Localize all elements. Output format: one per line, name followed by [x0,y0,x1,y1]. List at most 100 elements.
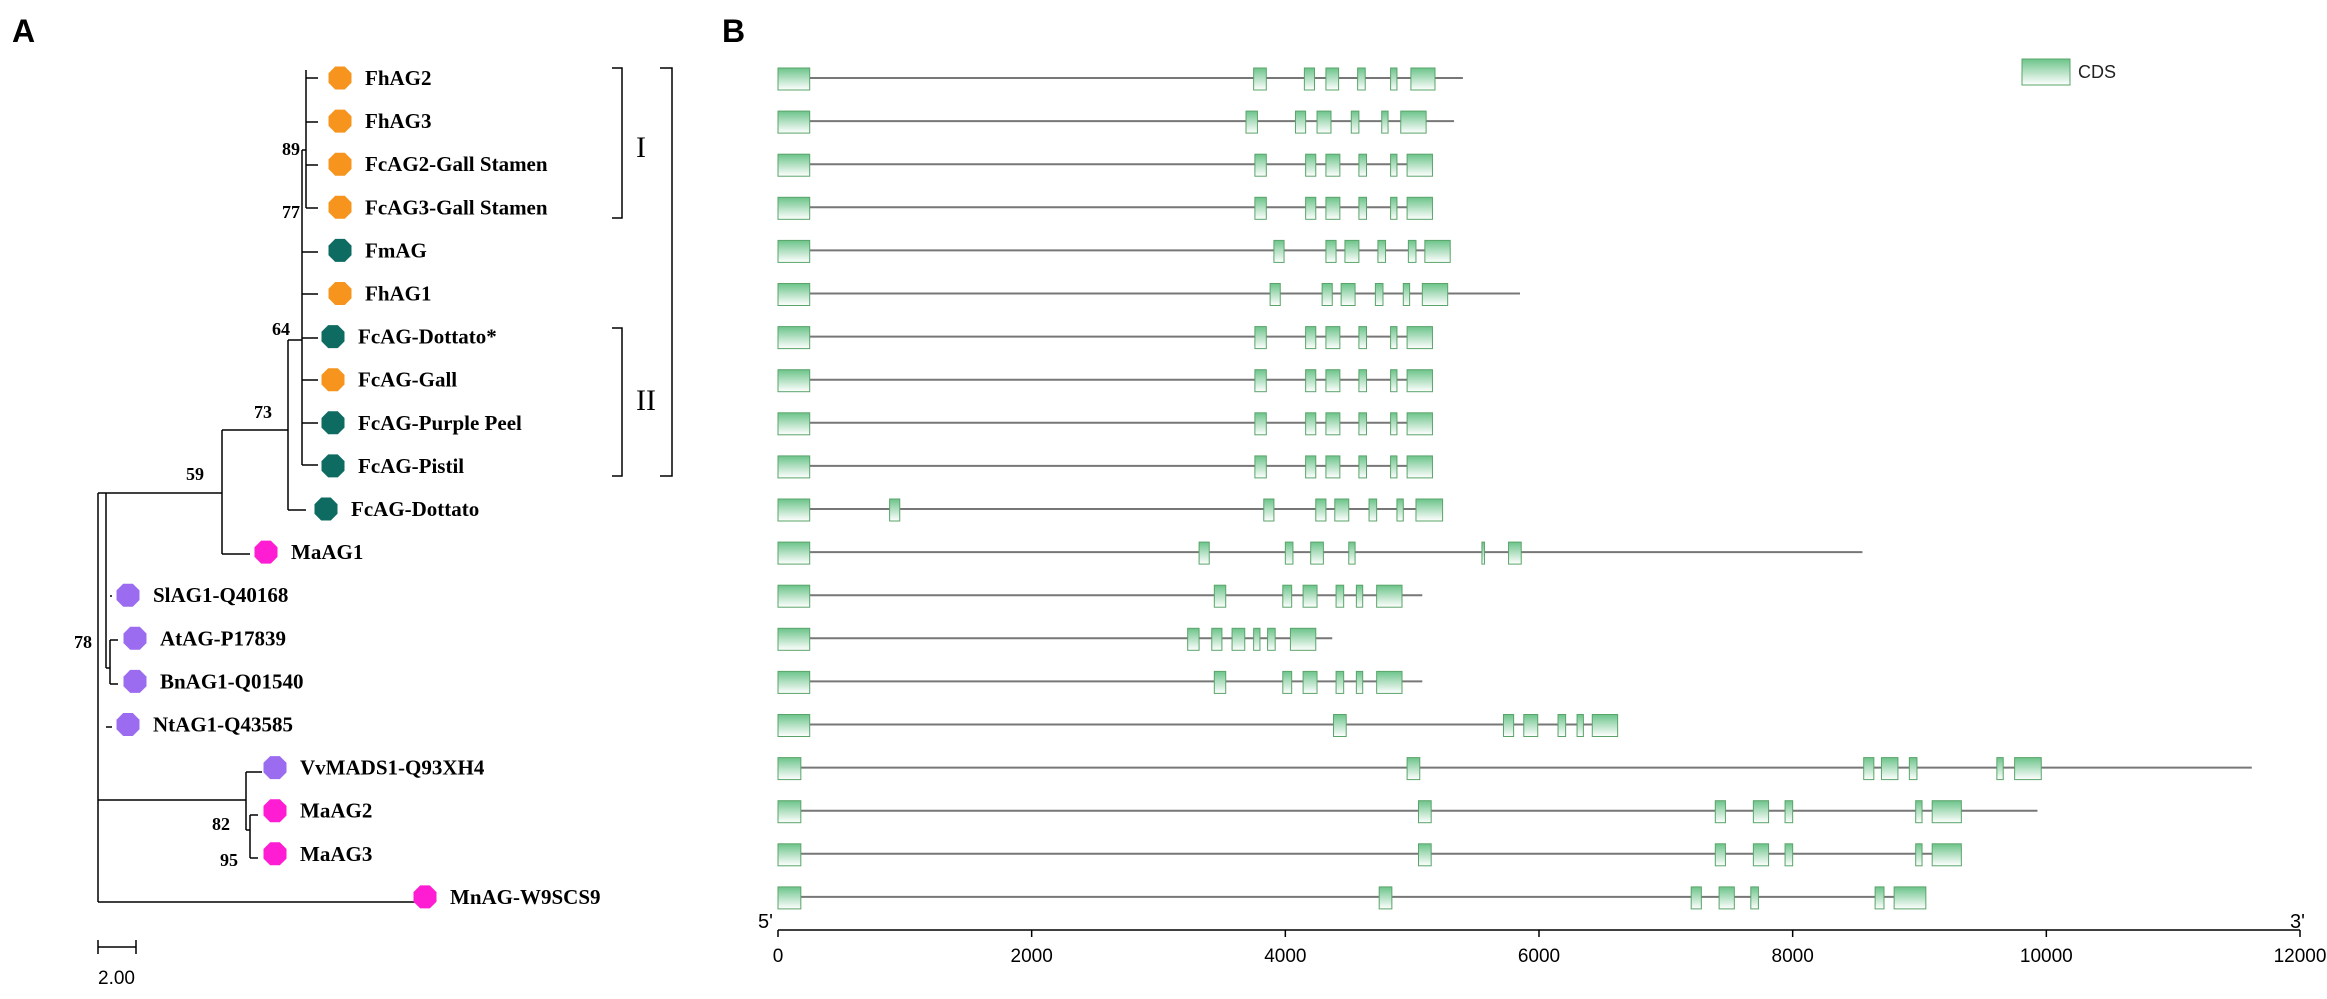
cds-block [777,196,811,220]
cds-block [1481,541,1485,565]
cds-block [1358,369,1368,393]
taxon-label: FcAG-Dottato [351,497,479,521]
cds-block [1198,541,1210,565]
taxon-label: FcAG3-Gall Stamen [365,195,548,219]
cds-block [1406,326,1433,350]
cds-block [1254,196,1267,220]
cds-block [777,412,811,436]
cds-block [1335,670,1345,694]
cds-block [777,498,811,522]
cds-block [1305,455,1317,479]
cds-block [1406,757,1421,781]
outer-bracket [660,67,673,477]
taxon-label: FcAG2-Gall Stamen [365,152,548,176]
cds-block [777,670,811,694]
taxon-marker [328,238,352,262]
axis-tick-label: 12000 [2274,946,2327,967]
taxon-label: FcAG-Gall [358,368,457,392]
cds-block [1213,670,1227,694]
cds-block [1305,326,1317,350]
cds-block [1245,110,1258,134]
gene-row [777,110,1455,134]
cds-block [777,627,811,651]
cds-block [1340,283,1356,306]
gene-row [777,714,1619,737]
cds-block [1508,541,1522,565]
cds-block [1294,110,1307,134]
cds-block [1254,326,1267,350]
cds-block [1557,714,1567,737]
taxon-label: MaAG3 [300,842,372,866]
taxa-list: FhAG2 FhAG3 FcAG2-Gall Stamen FcAG3-Gall St… [116,66,601,909]
panel-b-letter: B [722,13,745,49]
cds-block [1254,412,1267,436]
gene-row [777,455,1433,479]
cds-block [1358,326,1368,350]
tree-branches [97,70,418,903]
cds-block [1350,110,1360,134]
taxon-label: MaAG2 [300,799,372,823]
taxon-marker [123,626,147,650]
taxon-label: VvMADS1-Q93XH4 [300,756,485,780]
taxon-marker [328,109,352,133]
axis-tick-label: 8000 [1772,946,1814,967]
taxon-marker [263,842,287,866]
taxon-label: NtAG1-Q43585 [153,713,293,737]
cds-block [1263,498,1275,522]
cds-block [1752,843,1770,867]
taxon-marker [116,713,140,736]
gene-row [777,584,1423,608]
cds-block [777,800,802,824]
phylogenetic-tree-panel: A [12,13,673,989]
scale-bar: 2.00 [97,940,137,989]
taxon-marker [328,282,352,305]
cds-block [1358,455,1368,479]
cds-block [1325,326,1341,350]
cds-block [1282,670,1293,694]
bootstrap-77: 77 [282,202,300,222]
taxon-marker [116,583,140,607]
cds-block [1273,239,1285,263]
cds-block [777,843,802,867]
taxon-marker [263,799,287,823]
cds-block [1406,153,1433,177]
bootstrap-95: 95 [220,850,238,870]
cds-block [777,326,811,350]
cds-block [1316,110,1332,134]
gene-row [777,800,2038,824]
gene-row [777,757,2252,781]
cds-block [1254,455,1267,479]
cds-block [1502,714,1515,737]
cds-block [1908,757,1918,781]
cds-block [1591,714,1619,737]
cds-block [1315,498,1327,522]
gene-row [777,627,1333,651]
bootstrap-59: 59 [186,464,204,484]
cds-block [1303,67,1316,91]
cds-block [1302,670,1318,694]
gene-structure-panel: B CDS 5' 3' 0 2000 4000 6000 8000 10000 12000 [722,13,2326,967]
cds-block [1406,455,1433,479]
legend-cds-label: CDS [2078,62,2116,82]
cds-block [1893,886,1927,910]
cds-block [1718,886,1735,910]
gene-row [777,153,1433,177]
taxon-marker [263,756,287,780]
cds-block [1390,412,1398,436]
cds-block [1381,110,1389,134]
cds-block [1863,757,1875,781]
taxon-label: FcAG-Purple Peel [358,411,522,435]
cds-block [1211,627,1223,651]
gene-row [777,239,1451,263]
cds-block [1410,67,1436,91]
cds-block [1377,239,1387,263]
cds-block [1915,843,1923,867]
cds-block [1576,714,1584,737]
cds-block [1880,757,1899,781]
cds-block [777,455,811,479]
gene-row [777,326,1433,350]
cds-block [1368,498,1378,522]
gene-row [777,670,1423,694]
cds-block [1415,498,1444,522]
